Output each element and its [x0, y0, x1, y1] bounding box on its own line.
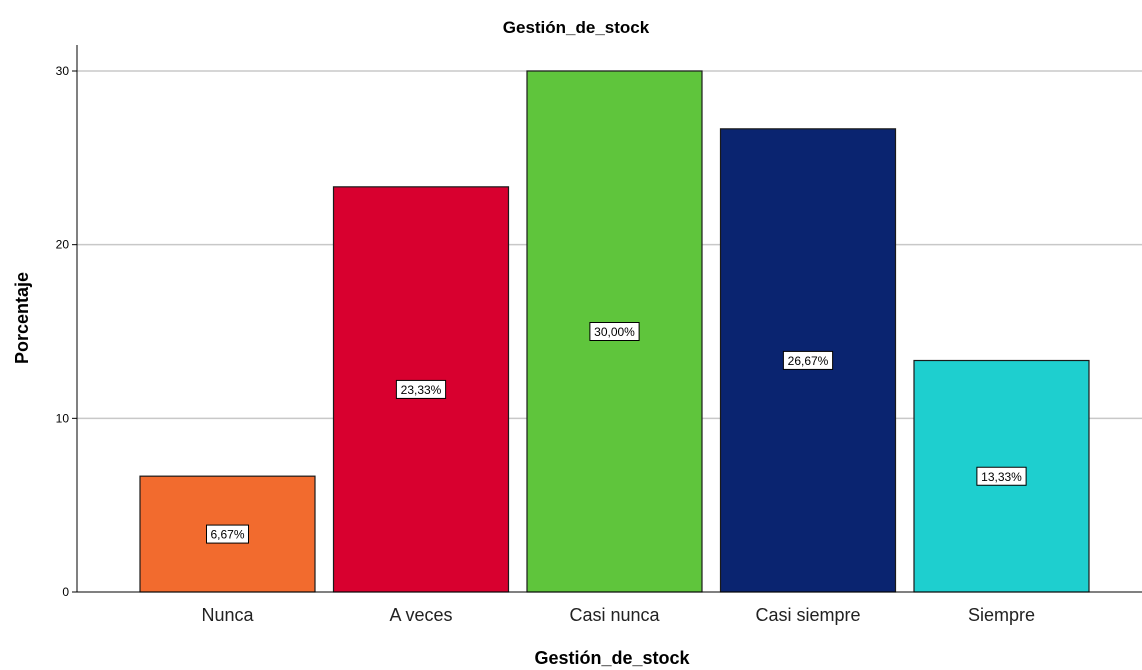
data-label: 26,67%: [783, 351, 832, 369]
data-label: 6,67%: [207, 525, 249, 543]
x-category-label: Siempre: [968, 605, 1035, 625]
y-axis-title: Porcentaje: [12, 272, 32, 364]
data-label: 30,00%: [590, 323, 639, 341]
y-tick-label: 30: [56, 64, 70, 78]
x-category-label: A veces: [389, 605, 452, 625]
data-label-text: 13,33%: [981, 470, 1022, 484]
chart-title: Gestión_de_stock: [503, 18, 650, 37]
y-tick-label: 20: [56, 238, 70, 252]
x-category-label: Casi nunca: [569, 605, 660, 625]
data-label-text: 30,00%: [594, 325, 635, 339]
x-category-labels: Nunca A veces Casi nunca Casi siempre Siempr…: [201, 605, 1035, 625]
data-label: 13,33%: [977, 467, 1026, 485]
data-label-text: 26,67%: [788, 354, 829, 368]
y-tick-labels: 0 10 20 30: [56, 64, 77, 599]
x-category-label: Casi siempre: [755, 605, 860, 625]
data-label-text: 6,67%: [210, 528, 244, 542]
y-tick-label: 0: [62, 585, 69, 599]
y-tick-label: 10: [56, 411, 70, 425]
x-axis-title: Gestión_de_stock: [534, 648, 690, 668]
x-category-label: Nunca: [201, 605, 254, 625]
data-label: 23,33%: [396, 380, 445, 398]
data-label-text: 23,33%: [401, 383, 442, 397]
